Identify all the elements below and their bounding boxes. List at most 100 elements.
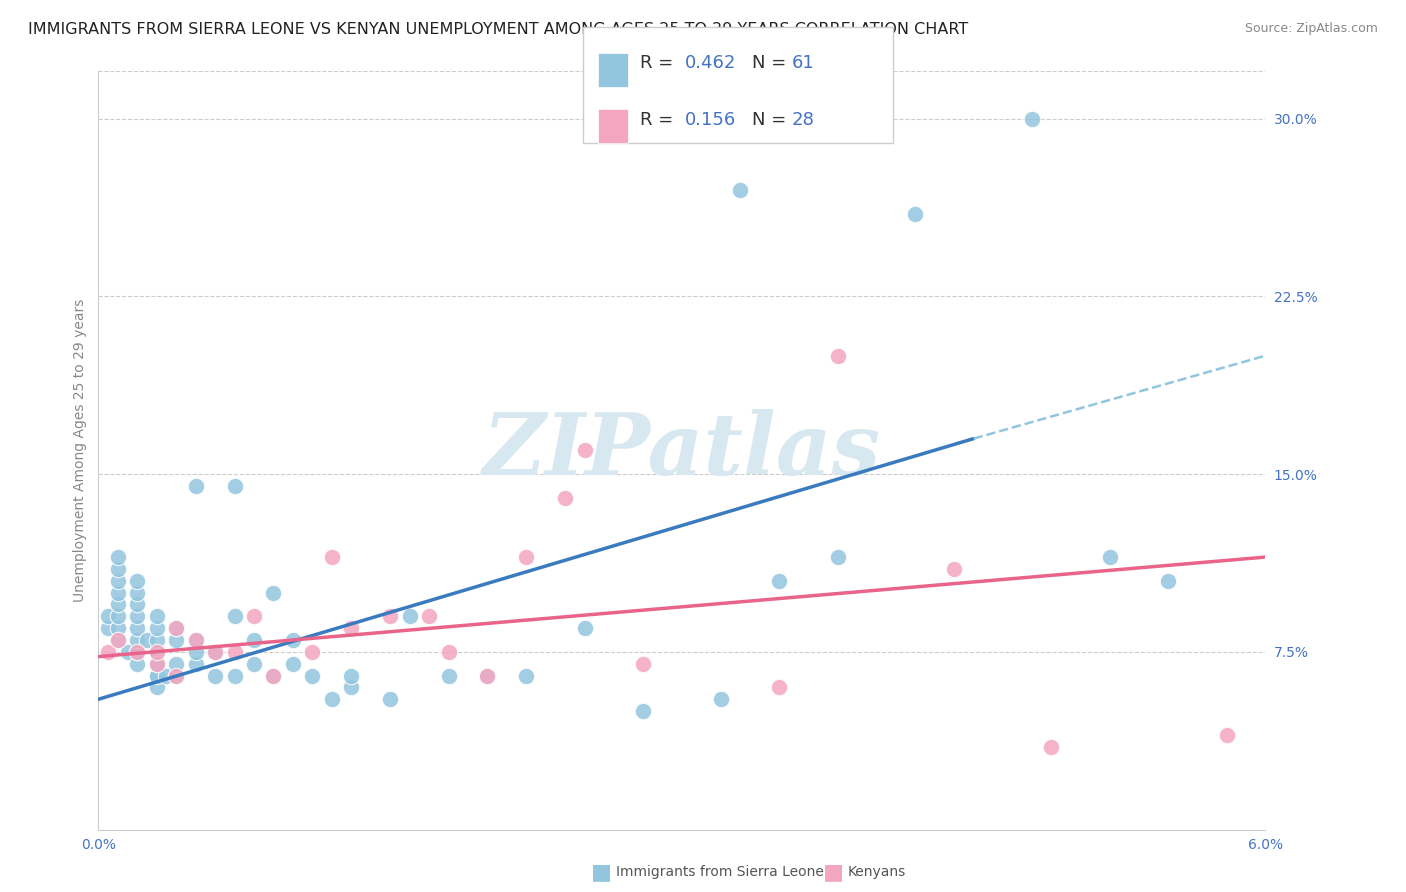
Point xyxy=(1098,550,1121,565)
Point xyxy=(184,657,207,671)
Point xyxy=(146,668,169,682)
Point xyxy=(165,657,187,671)
Point xyxy=(146,668,169,682)
Point xyxy=(155,668,177,682)
Point xyxy=(730,183,752,197)
Point xyxy=(437,645,460,659)
Point xyxy=(262,668,284,682)
Point xyxy=(477,668,499,682)
Point xyxy=(574,621,596,635)
Point xyxy=(107,585,129,599)
Point xyxy=(184,645,207,659)
Point xyxy=(107,633,129,648)
Text: Kenyans: Kenyans xyxy=(848,865,905,880)
Point xyxy=(574,443,596,458)
Point xyxy=(204,645,226,659)
Point xyxy=(631,657,654,671)
Point xyxy=(107,574,129,588)
Point xyxy=(204,668,226,682)
Text: ■: ■ xyxy=(823,863,844,882)
Point xyxy=(243,609,266,624)
Point xyxy=(127,657,149,671)
Point xyxy=(165,668,187,682)
Point xyxy=(107,562,129,576)
Point xyxy=(224,668,246,682)
Text: 61: 61 xyxy=(792,54,814,72)
Point xyxy=(768,681,790,695)
Point xyxy=(127,633,149,648)
Point xyxy=(321,550,343,565)
Point xyxy=(146,657,169,671)
Point xyxy=(281,633,304,648)
Point xyxy=(184,633,207,648)
Point xyxy=(554,491,576,505)
Point xyxy=(281,657,304,671)
Point xyxy=(631,704,654,718)
Point xyxy=(127,621,149,635)
Point xyxy=(437,668,460,682)
Point xyxy=(146,645,169,659)
Point xyxy=(1215,728,1237,742)
Point xyxy=(146,657,169,671)
Point xyxy=(418,609,440,624)
Point xyxy=(165,621,187,635)
Point xyxy=(515,550,537,565)
Text: 0.156: 0.156 xyxy=(685,111,735,128)
Point xyxy=(262,585,284,599)
Point xyxy=(340,668,363,682)
Text: ZIPatlas: ZIPatlas xyxy=(482,409,882,492)
Point xyxy=(340,621,363,635)
Point xyxy=(243,657,266,671)
Text: 28: 28 xyxy=(792,111,814,128)
Point xyxy=(768,574,790,588)
Point xyxy=(515,668,537,682)
Text: Immigrants from Sierra Leone: Immigrants from Sierra Leone xyxy=(616,865,824,880)
Point xyxy=(97,645,120,659)
Point xyxy=(398,609,420,624)
Point xyxy=(107,633,129,648)
Point xyxy=(827,349,849,363)
Point xyxy=(904,206,927,220)
Point xyxy=(204,645,226,659)
Point xyxy=(224,609,246,624)
Point xyxy=(107,609,129,624)
Point xyxy=(224,479,246,493)
Point xyxy=(184,633,207,648)
Y-axis label: Unemployment Among Ages 25 to 29 years: Unemployment Among Ages 25 to 29 years xyxy=(73,299,87,602)
Point xyxy=(243,633,266,648)
Point xyxy=(943,562,966,576)
Point xyxy=(1040,739,1063,754)
Point xyxy=(97,621,120,635)
Point xyxy=(380,609,402,624)
Point xyxy=(146,645,169,659)
Point xyxy=(380,692,402,706)
Point xyxy=(127,585,149,599)
Point xyxy=(301,668,323,682)
Point xyxy=(710,692,733,706)
Text: 0.462: 0.462 xyxy=(685,54,737,72)
Point xyxy=(184,479,207,493)
Text: R =: R = xyxy=(640,111,679,128)
Point xyxy=(97,609,120,624)
Point xyxy=(107,621,129,635)
Point xyxy=(224,645,246,659)
Point xyxy=(340,681,363,695)
Point xyxy=(477,668,499,682)
Point xyxy=(127,574,149,588)
Point xyxy=(165,633,187,648)
Point xyxy=(165,621,187,635)
Point xyxy=(301,645,323,659)
Point xyxy=(146,633,169,648)
Point xyxy=(107,550,129,565)
Point xyxy=(827,550,849,565)
Point xyxy=(127,645,149,659)
Point xyxy=(136,633,159,648)
Point xyxy=(1157,574,1180,588)
Text: N =: N = xyxy=(752,111,792,128)
Point xyxy=(146,657,169,671)
Point xyxy=(321,692,343,706)
Text: IMMIGRANTS FROM SIERRA LEONE VS KENYAN UNEMPLOYMENT AMONG AGES 25 TO 29 YEARS CO: IMMIGRANTS FROM SIERRA LEONE VS KENYAN U… xyxy=(28,22,969,37)
Point xyxy=(165,668,187,682)
Point xyxy=(146,681,169,695)
Point xyxy=(127,645,149,659)
